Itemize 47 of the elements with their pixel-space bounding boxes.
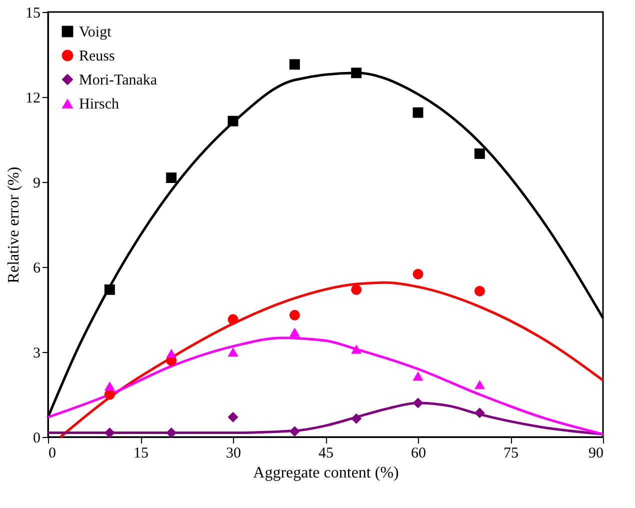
y-tick-label: 6 — [33, 260, 41, 276]
point — [228, 412, 238, 422]
point — [412, 268, 424, 280]
point — [474, 286, 485, 296]
legend-label: Hirsch — [79, 96, 120, 112]
x-tick-label: 45 — [318, 446, 334, 462]
y-axis-title: Relative error (%) — [6, 166, 22, 284]
point — [166, 172, 177, 183]
point — [351, 413, 362, 424]
point — [228, 347, 238, 357]
point — [166, 428, 177, 438]
point — [104, 389, 115, 400]
y-tick-label: 3 — [33, 346, 40, 362]
point — [228, 116, 238, 126]
line-series — [59, 281, 604, 438]
point — [412, 107, 424, 118]
legend-label: Voigt — [79, 24, 112, 40]
x-tick-label: 60 — [411, 446, 426, 462]
legend-label: Mori-Tanaka — [79, 72, 158, 88]
x-tick-label: 15 — [134, 446, 148, 462]
point — [474, 148, 485, 159]
point — [351, 284, 362, 295]
x-axis-title: Aggregate content (%) — [253, 464, 399, 482]
x-tick-label: 30 — [226, 446, 241, 462]
y-tick-label: 0 — [33, 430, 40, 446]
point — [104, 381, 115, 391]
y-tick-label: 15 — [26, 6, 40, 22]
point — [412, 398, 424, 408]
x-tick-label: 0 — [48, 446, 56, 462]
point — [289, 426, 300, 437]
point — [351, 68, 362, 78]
point — [289, 310, 300, 320]
point — [289, 59, 300, 70]
point — [104, 428, 115, 438]
point — [412, 372, 424, 381]
x-tick-label: 75 — [504, 446, 518, 462]
y-tick-label: 12 — [26, 90, 40, 106]
point — [474, 408, 485, 418]
point — [104, 284, 115, 295]
point — [474, 380, 485, 390]
x-tick-label: 90 — [588, 446, 604, 462]
point — [228, 314, 238, 325]
point — [166, 348, 177, 358]
legend-label: Reuss — [79, 48, 115, 64]
point — [289, 328, 300, 337]
point — [351, 344, 362, 354]
y-tick-label: 9 — [33, 176, 40, 192]
